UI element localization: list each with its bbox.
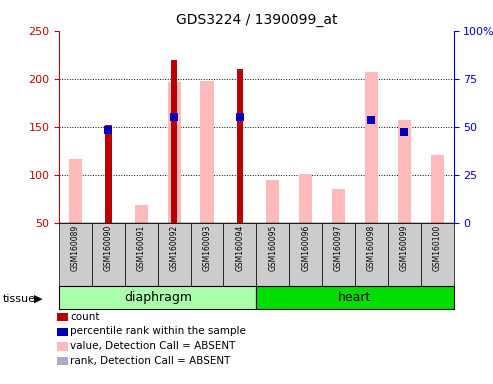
Text: GSM160093: GSM160093 <box>203 225 211 271</box>
Text: diaphragm: diaphragm <box>124 291 192 304</box>
Bar <box>69 159 82 223</box>
Text: GSM160090: GSM160090 <box>104 225 113 271</box>
Text: GSM160095: GSM160095 <box>268 225 277 271</box>
Bar <box>332 189 345 223</box>
Bar <box>388 223 421 286</box>
Bar <box>59 223 92 286</box>
Bar <box>289 223 322 286</box>
Text: GSM160099: GSM160099 <box>400 225 409 271</box>
Text: GSM160091: GSM160091 <box>137 225 146 271</box>
Text: GSM160100: GSM160100 <box>433 225 442 271</box>
Text: count: count <box>70 312 100 322</box>
Bar <box>299 174 312 223</box>
Bar <box>256 223 289 286</box>
Bar <box>266 180 280 223</box>
Bar <box>105 125 112 223</box>
Text: heart: heart <box>338 291 372 304</box>
Bar <box>256 286 454 309</box>
Bar <box>223 223 256 286</box>
Text: GSM160097: GSM160097 <box>334 225 343 271</box>
Text: GSM160096: GSM160096 <box>301 225 310 271</box>
Bar <box>135 205 148 223</box>
Bar <box>421 223 454 286</box>
Bar <box>59 286 256 309</box>
Bar <box>168 82 181 223</box>
Text: value, Detection Call = ABSENT: value, Detection Call = ABSENT <box>70 341 235 351</box>
Text: ▶: ▶ <box>34 294 42 304</box>
Bar <box>365 72 378 223</box>
Title: GDS3224 / 1390099_at: GDS3224 / 1390099_at <box>176 13 337 27</box>
Text: GSM160098: GSM160098 <box>367 225 376 271</box>
Text: GSM160089: GSM160089 <box>71 225 80 271</box>
Bar <box>125 223 158 286</box>
Bar <box>430 155 444 223</box>
Bar <box>355 223 388 286</box>
Text: rank, Detection Call = ABSENT: rank, Detection Call = ABSENT <box>70 356 230 366</box>
Text: tissue: tissue <box>2 294 35 304</box>
Bar <box>322 223 355 286</box>
Bar <box>237 69 243 223</box>
Bar <box>92 223 125 286</box>
Bar <box>158 223 191 286</box>
Bar <box>171 60 177 223</box>
Bar <box>398 120 411 223</box>
Text: GSM160094: GSM160094 <box>236 225 245 271</box>
Text: GSM160092: GSM160092 <box>170 225 178 271</box>
Bar <box>191 223 223 286</box>
Bar <box>201 81 213 223</box>
Text: percentile rank within the sample: percentile rank within the sample <box>70 326 246 336</box>
